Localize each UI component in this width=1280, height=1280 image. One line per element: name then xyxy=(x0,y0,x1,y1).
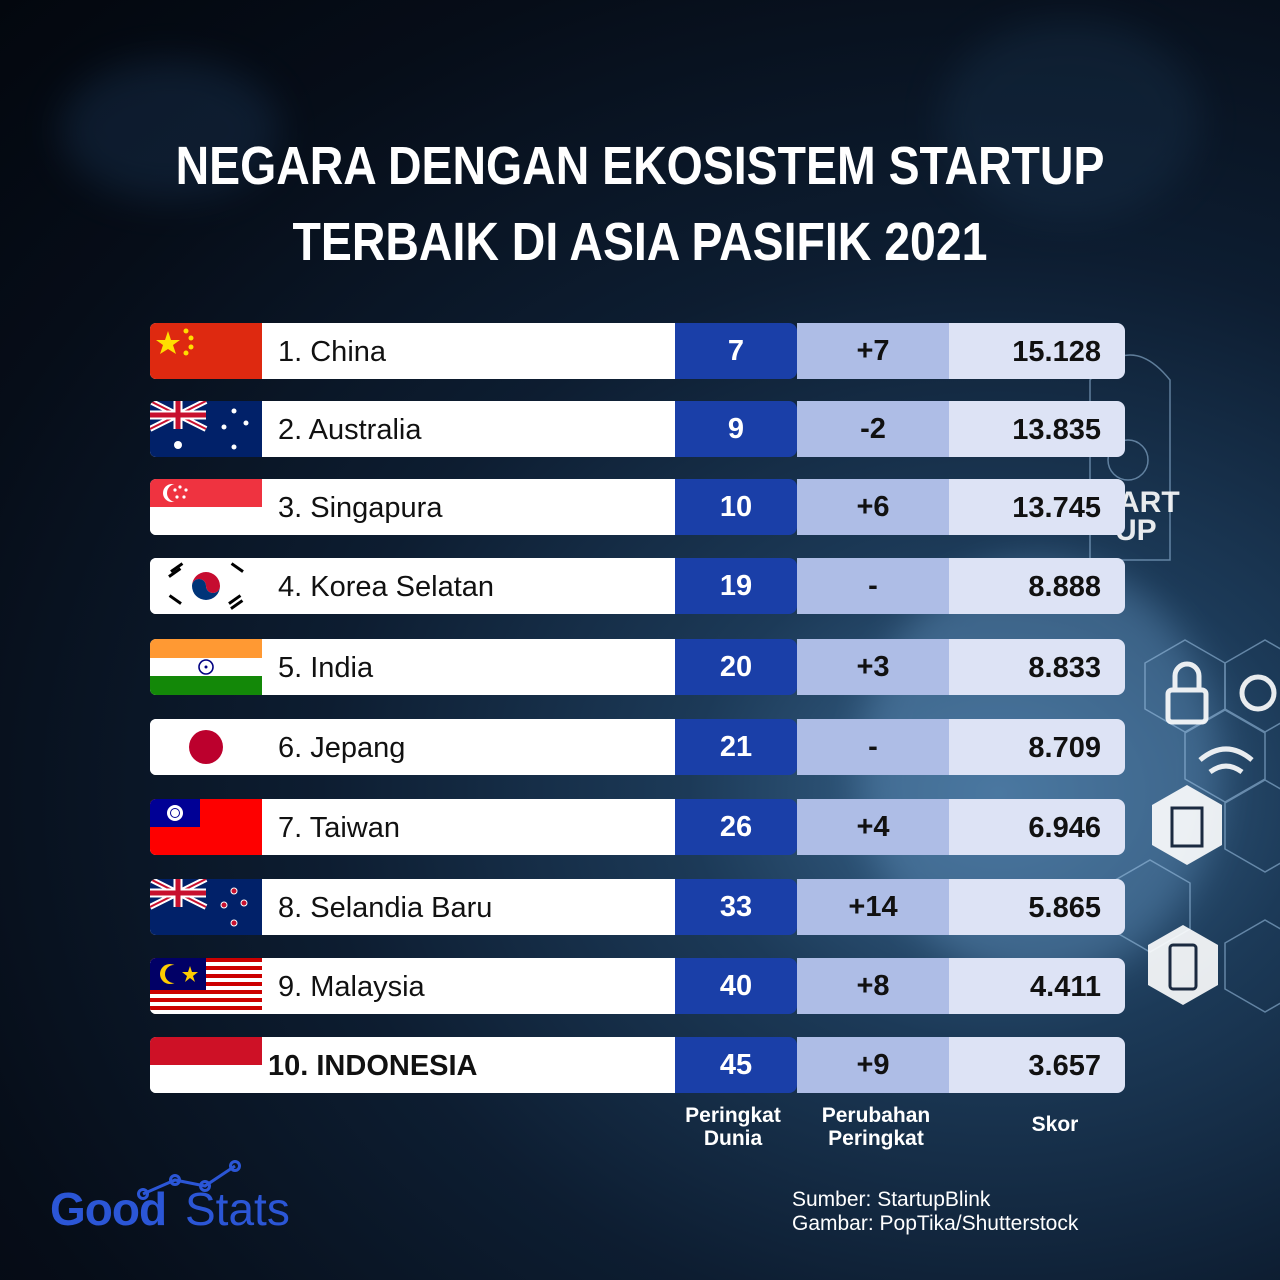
world-rank-value: 10 xyxy=(675,479,797,535)
world-rank-value: 9 xyxy=(675,401,797,457)
rank-change-value: +14 xyxy=(797,879,949,935)
rank-change-value: +3 xyxy=(797,639,949,695)
score-value: 8.833 xyxy=(949,639,1125,695)
rank-change-value: +9 xyxy=(797,1037,949,1093)
country-label: 2. Australia xyxy=(278,414,422,446)
score-value: 15.128 xyxy=(949,323,1125,379)
world-rank-value: 19 xyxy=(675,558,797,614)
country-label: 4. Korea Selatan xyxy=(278,571,495,603)
country-cell: 7. Taiwan xyxy=(150,799,675,855)
malaysia-flag-icon xyxy=(150,958,262,1014)
logo-good-text: Good xyxy=(50,1183,167,1235)
table-row: 10. INDONESIA 45 +9 3.657 xyxy=(150,1037,1125,1093)
country-cell: 10. INDONESIA xyxy=(150,1037,675,1093)
table-row: 7. Taiwan 26 +4 6.946 xyxy=(150,799,1125,855)
rank-change-value: - xyxy=(797,719,949,775)
table-row: 6. Jepang 21-8.709 xyxy=(150,719,1125,775)
country-cell: 5. India xyxy=(150,639,675,695)
country-cell: 4. Korea Selatan xyxy=(150,558,675,614)
world-rank-value: 33 xyxy=(675,879,797,935)
table-row: 2. Australia 9 -2 13.835 xyxy=(150,401,1125,457)
score-value: 13.745 xyxy=(949,479,1125,535)
table-row: 4. Korea Selatan 19-8.888 xyxy=(150,558,1125,614)
world-rank-value: 45 xyxy=(675,1037,797,1093)
score-value: 13.835 xyxy=(949,401,1125,457)
header-rank-change-line2: Peringkat xyxy=(828,1127,924,1150)
india-flag-icon xyxy=(150,639,262,695)
title-line-2: TERBAIK DI ASIA PASIFIK 2021 xyxy=(292,212,988,272)
logo-stats-text: Stats xyxy=(185,1183,290,1235)
background-bokeh xyxy=(940,20,1200,220)
table-row: 1. China 7 +7 15.128 xyxy=(150,323,1125,379)
rank-change-value: - xyxy=(797,558,949,614)
country-label: 3. Singapura xyxy=(278,492,443,524)
country-cell: 2. Australia xyxy=(150,401,675,457)
header-world-rank-line1: Peringkat xyxy=(685,1104,781,1127)
table-row: 3. Singapura 10 +6 13.745 xyxy=(150,479,1125,535)
world-rank-value: 20 xyxy=(675,639,797,695)
source-credits: Sumber: StartupBlink Gambar: PopTika/Shu… xyxy=(792,1188,1078,1236)
country-label: 6. Jepang xyxy=(278,732,406,764)
country-label: 5. India xyxy=(278,652,374,684)
japan-flag-icon xyxy=(150,719,262,775)
table-row: 9. Malaysia 40 +8 4.411 xyxy=(150,958,1125,1014)
country-label: 9. Malaysia xyxy=(278,971,425,1003)
country-cell: 1. China xyxy=(150,323,675,379)
country-label: 8. Selandia Baru xyxy=(278,892,493,924)
world-rank-value: 7 xyxy=(675,323,797,379)
rank-change-value: +4 xyxy=(797,799,949,855)
score-value: 6.946 xyxy=(949,799,1125,855)
australia-flag-icon xyxy=(150,401,262,457)
chart-title: NEGARA DENGAN EKOSISTEM STARTUP TERBAIK … xyxy=(90,128,1191,280)
header-rank-change-line1: Perubahan xyxy=(821,1104,931,1127)
country-label: 10. INDONESIA xyxy=(268,1050,478,1082)
goodstats-logo: Good Stats xyxy=(50,1160,320,1240)
header-rank-change: Perubahan Peringkat xyxy=(800,1104,952,1150)
score-value: 8.709 xyxy=(949,719,1125,775)
country-label: 1. China xyxy=(278,336,387,368)
title-line-1: NEGARA DENGAN EKOSISTEM STARTUP xyxy=(175,136,1105,196)
rank-change-value: +7 xyxy=(797,323,949,379)
taiwan-flag-icon xyxy=(150,799,262,855)
table-row: 5. India 20 +3 8.833 xyxy=(150,639,1125,695)
header-world-rank: Peringkat Dunia xyxy=(672,1104,794,1150)
table-row: 8. Selandia Baru 33 +14 5.865 xyxy=(150,879,1125,935)
world-rank-value: 40 xyxy=(675,958,797,1014)
rank-change-value: -2 xyxy=(797,401,949,457)
image-credit-text: Gambar: PopTika/Shutterstock xyxy=(792,1212,1079,1235)
singapore-flag-icon xyxy=(150,479,262,535)
world-rank-value: 21 xyxy=(675,719,797,775)
new-zealand-flag-icon xyxy=(150,879,262,935)
south-korea-flag-icon xyxy=(150,558,262,614)
country-label: 7. Taiwan xyxy=(278,812,400,844)
header-score-label: Skor xyxy=(1031,1113,1079,1136)
background-bokeh xyxy=(60,60,280,200)
indonesia-flag-icon xyxy=(150,1037,262,1093)
score-value: 3.657 xyxy=(949,1037,1125,1093)
rank-change-value: +8 xyxy=(797,958,949,1014)
china-flag-icon xyxy=(150,323,262,379)
chart-line-icon xyxy=(137,1160,241,1200)
score-value: 5.865 xyxy=(949,879,1125,935)
header-score: Skor xyxy=(985,1113,1125,1136)
score-value: 8.888 xyxy=(949,558,1125,614)
header-world-rank-line2: Dunia xyxy=(703,1127,763,1150)
svg-text:ART: ART xyxy=(1118,486,1180,519)
country-cell: 8. Selandia Baru xyxy=(150,879,675,935)
country-cell: 6. Jepang xyxy=(150,719,675,775)
source-text: Sumber: StartupBlink xyxy=(792,1188,991,1211)
world-rank-value: 26 xyxy=(675,799,797,855)
country-cell: 3. Singapura xyxy=(150,479,675,535)
country-cell: 9. Malaysia xyxy=(150,958,675,1014)
rank-change-value: +6 xyxy=(797,479,949,535)
score-value: 4.411 xyxy=(949,958,1125,1014)
